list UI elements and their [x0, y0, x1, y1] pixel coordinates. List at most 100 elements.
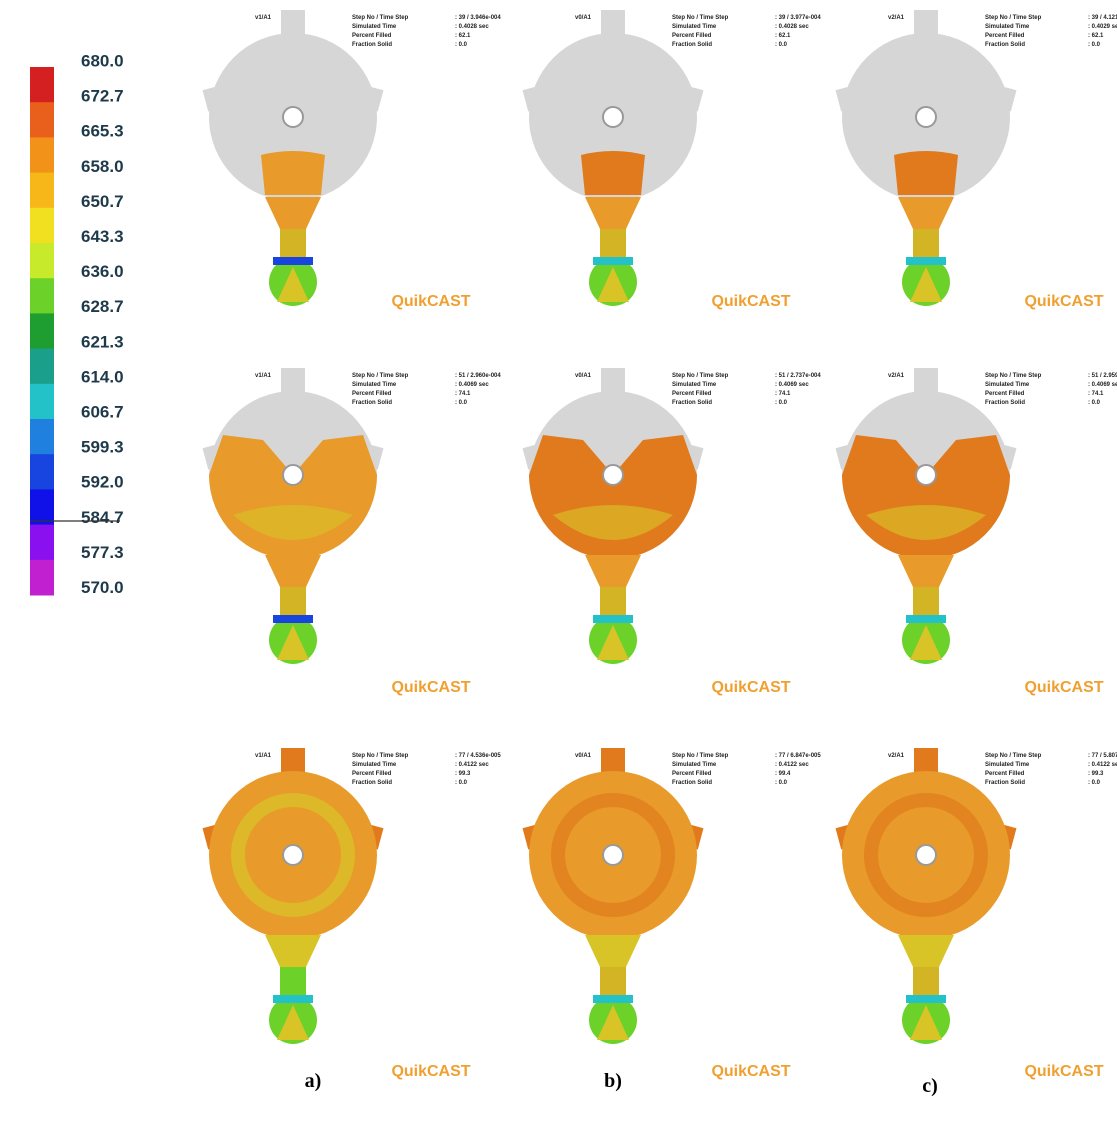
casting-tab	[281, 368, 305, 394]
casting-panel: v2/A1 Step No / Time Step: 39 / 4.121e-00…	[835, 10, 1117, 310]
info-label: Step No / Time Step	[672, 373, 729, 379]
hub	[915, 844, 937, 866]
info-label: Fraction Solid	[672, 780, 712, 786]
info-label: Step No / Time Step	[352, 373, 409, 379]
hub	[282, 106, 304, 128]
hub	[602, 844, 624, 866]
logo: QuikCAST	[391, 679, 470, 696]
panel-name: v2/A1	[888, 753, 905, 759]
sprue-neck	[265, 555, 321, 587]
colorbar-label: 606.7	[81, 402, 124, 421]
colorbar-segment	[30, 278, 54, 314]
info-label: Fraction Solid	[352, 780, 392, 786]
info-label: Simulated Time	[352, 762, 397, 768]
info-label: Percent Filled	[672, 771, 712, 777]
logo: QuikCAST	[1024, 1063, 1103, 1080]
colorbar-label: 621.3	[81, 332, 124, 351]
runner-core	[597, 625, 629, 660]
colorbar-label: 643.3	[81, 227, 124, 246]
info-value: : 0.0	[455, 400, 468, 406]
casting-tab	[281, 10, 305, 36]
info-value: : 62.1	[1088, 33, 1104, 39]
panel-name: v2/A1	[888, 15, 905, 21]
runner-core	[597, 267, 629, 302]
colorbar-label: 614.0	[81, 367, 124, 386]
panel-name: v1/A1	[255, 15, 272, 21]
runner-top	[273, 257, 313, 265]
colorbar-segment	[30, 207, 54, 244]
casting-tab	[601, 10, 625, 36]
info-value: : 77 / 5.807e-005	[1088, 753, 1117, 759]
inner-ring	[231, 793, 355, 917]
info-label: Percent Filled	[352, 771, 392, 777]
colorbar-label: 680.0	[81, 51, 124, 70]
casting-tab	[914, 10, 938, 36]
logo: QuikCAST	[391, 1063, 470, 1080]
casting-panel: v2/A1 Step No / Time Step: 51 / 2.959e-00…	[835, 368, 1117, 696]
info-label: Fraction Solid	[352, 42, 392, 48]
panel-name: v1/A1	[255, 373, 272, 379]
filled-region	[842, 435, 1010, 559]
casting-tab	[601, 368, 625, 394]
colorbar-segment	[30, 137, 54, 174]
info-value: : 0.4028 sec	[775, 24, 809, 30]
colorbar-segment	[30, 489, 54, 526]
info-value: : 99.4	[775, 771, 791, 777]
runner-core	[910, 1005, 942, 1040]
info-value: : 0.0	[1088, 42, 1101, 48]
info-value: : 39 / 3.946e-004	[455, 15, 501, 21]
info-value: : 0.0	[775, 42, 788, 48]
info-label: Step No / Time Step	[352, 15, 409, 21]
colorbar-label: 665.3	[81, 122, 124, 141]
info-label: Fraction Solid	[985, 42, 1025, 48]
panel-name: v2/A1	[888, 373, 905, 379]
sprue-neck	[265, 935, 321, 967]
logo: QuikCAST	[711, 293, 790, 310]
info-label: Step No / Time Step	[672, 15, 729, 21]
filled-region	[233, 505, 353, 540]
info-value: : 0.0	[455, 42, 468, 48]
hub	[282, 844, 304, 866]
info-label: Step No / Time Step	[352, 753, 409, 759]
info-label: Percent Filled	[352, 391, 392, 397]
colorbar-label: 599.3	[81, 438, 124, 457]
hub	[282, 464, 304, 486]
colorbar-segment	[30, 313, 54, 350]
logo: QuikCAST	[711, 1063, 790, 1080]
info-value: : 51 / 2.737e-004	[775, 373, 821, 379]
info-label: Fraction Solid	[985, 400, 1025, 406]
colorbar-segment	[30, 419, 54, 455]
info-value: : 51 / 2.960e-004	[455, 373, 501, 379]
info-value: : 0.4122 sec	[775, 762, 809, 768]
casting-panel: v0/A1 Step No / Time Step: 39 / 3.977e-00…	[522, 10, 821, 310]
runner-top	[593, 257, 633, 265]
hub	[915, 464, 937, 486]
casting-panel: v1/A1 Step No / Time Step : 51 / 2.960e-00…	[202, 368, 501, 696]
info-label: Step No / Time Step	[672, 753, 729, 759]
runner-top	[273, 995, 313, 1003]
colorbar-segment	[30, 383, 54, 420]
runner-top	[273, 615, 313, 623]
logo: QuikCAST	[1024, 679, 1103, 696]
info-value: : 99.3	[1088, 771, 1104, 777]
info-label: Percent Filled	[672, 391, 712, 397]
runner-top	[593, 995, 633, 1003]
filled-region	[261, 151, 325, 195]
info-value: : 0.4122 sec	[455, 762, 489, 768]
sprue-neck	[898, 197, 954, 229]
casting-tab	[914, 368, 938, 394]
runner-core	[277, 267, 309, 302]
sprue-neck	[585, 555, 641, 587]
colorbar-segment	[30, 102, 54, 138]
casting-tab	[914, 748, 938, 774]
colorbar-segment	[30, 524, 54, 561]
info-value: : 77 / 6.847e-005	[775, 753, 821, 759]
colorbar-segment	[30, 243, 54, 279]
logo: QuikCAST	[711, 679, 790, 696]
logo: QuikCAST	[1024, 293, 1103, 310]
hub	[915, 106, 937, 128]
logo: QuikCAST	[391, 293, 470, 310]
colorbar-label: 577.3	[81, 543, 124, 562]
colorbar-label: 584.7	[81, 508, 124, 527]
info-label: Percent Filled	[985, 391, 1025, 397]
